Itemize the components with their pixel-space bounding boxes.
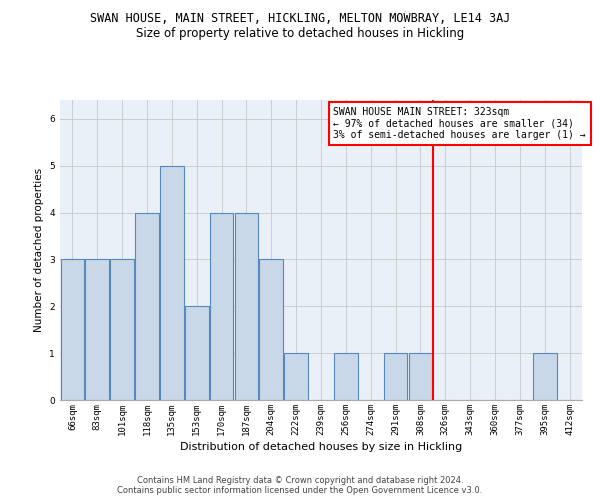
Bar (110, 260, 134, 400)
Bar (185, 306, 209, 400)
Bar (61, 260, 84, 400)
Bar (409, 353, 432, 400)
Bar (384, 353, 407, 400)
Bar (284, 353, 308, 400)
Bar (334, 353, 358, 400)
Bar (210, 212, 233, 400)
Bar (259, 260, 283, 400)
Bar (235, 212, 258, 400)
Bar (160, 166, 184, 400)
Text: SWAN HOUSE MAIN STREET: 323sqm
← 97% of detached houses are smaller (34)
3% of s: SWAN HOUSE MAIN STREET: 323sqm ← 97% of … (334, 107, 586, 140)
Bar (85, 260, 109, 400)
Text: SWAN HOUSE, MAIN STREET, HICKLING, MELTON MOWBRAY, LE14 3AJ: SWAN HOUSE, MAIN STREET, HICKLING, MELTO… (90, 12, 510, 26)
Bar (135, 212, 159, 400)
Text: Contains HM Land Registry data © Crown copyright and database right 2024.
Contai: Contains HM Land Registry data © Crown c… (118, 476, 482, 495)
Bar (533, 353, 557, 400)
Y-axis label: Number of detached properties: Number of detached properties (34, 168, 44, 332)
Text: Distribution of detached houses by size in Hickling: Distribution of detached houses by size … (180, 442, 462, 452)
Text: Size of property relative to detached houses in Hickling: Size of property relative to detached ho… (136, 28, 464, 40)
